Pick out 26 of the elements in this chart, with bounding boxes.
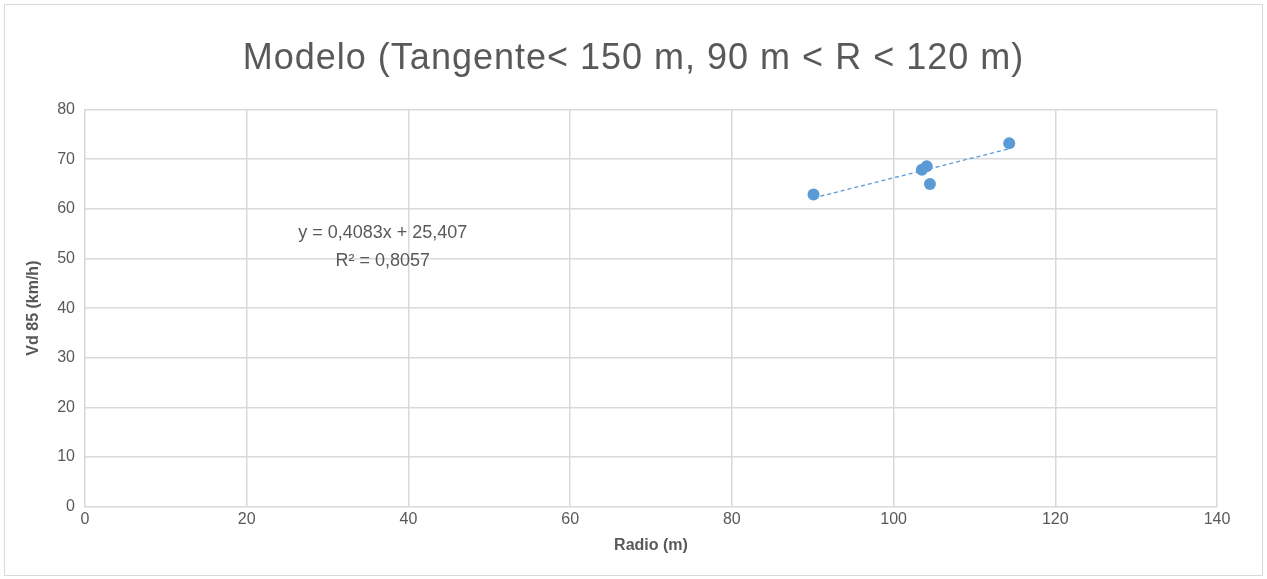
x-tick-label: 0 xyxy=(80,509,90,527)
y-tick-label: 70 xyxy=(57,149,76,167)
y-tick-label: 50 xyxy=(57,248,76,266)
y-tick-label: 0 xyxy=(66,497,76,515)
x-tick-label: 20 xyxy=(237,509,256,527)
point xyxy=(920,160,933,173)
x-tick-label: 140 xyxy=(1203,509,1231,527)
point xyxy=(1003,137,1016,150)
annotation: y = 0,4083x + 25,407 xyxy=(298,221,468,242)
x-axis-title: Radio (m) xyxy=(614,535,688,553)
y-tick-label: 10 xyxy=(57,447,76,465)
y-tick-label: 80 xyxy=(57,100,76,118)
point xyxy=(923,178,936,191)
annotation: R² = 0,8057 xyxy=(335,249,430,270)
chart-title: Modelo (Tangente< 150 m, 90 m < R < 120 m) xyxy=(241,36,1026,78)
x-tick-label: 100 xyxy=(880,509,908,527)
y-axis-title: Vd 85 (km/h) xyxy=(24,260,42,356)
y-tick-label: 20 xyxy=(57,397,76,415)
x-tick-label: 80 xyxy=(722,509,741,527)
x-tick-label: 120 xyxy=(1041,509,1069,527)
y-tick-label: 60 xyxy=(57,199,76,217)
x-tick-label: 60 xyxy=(561,509,580,527)
point xyxy=(807,188,820,201)
y-tick-label: 40 xyxy=(57,298,76,316)
x-tick-label: 40 xyxy=(399,509,418,527)
y-tick-label: 30 xyxy=(57,348,76,366)
